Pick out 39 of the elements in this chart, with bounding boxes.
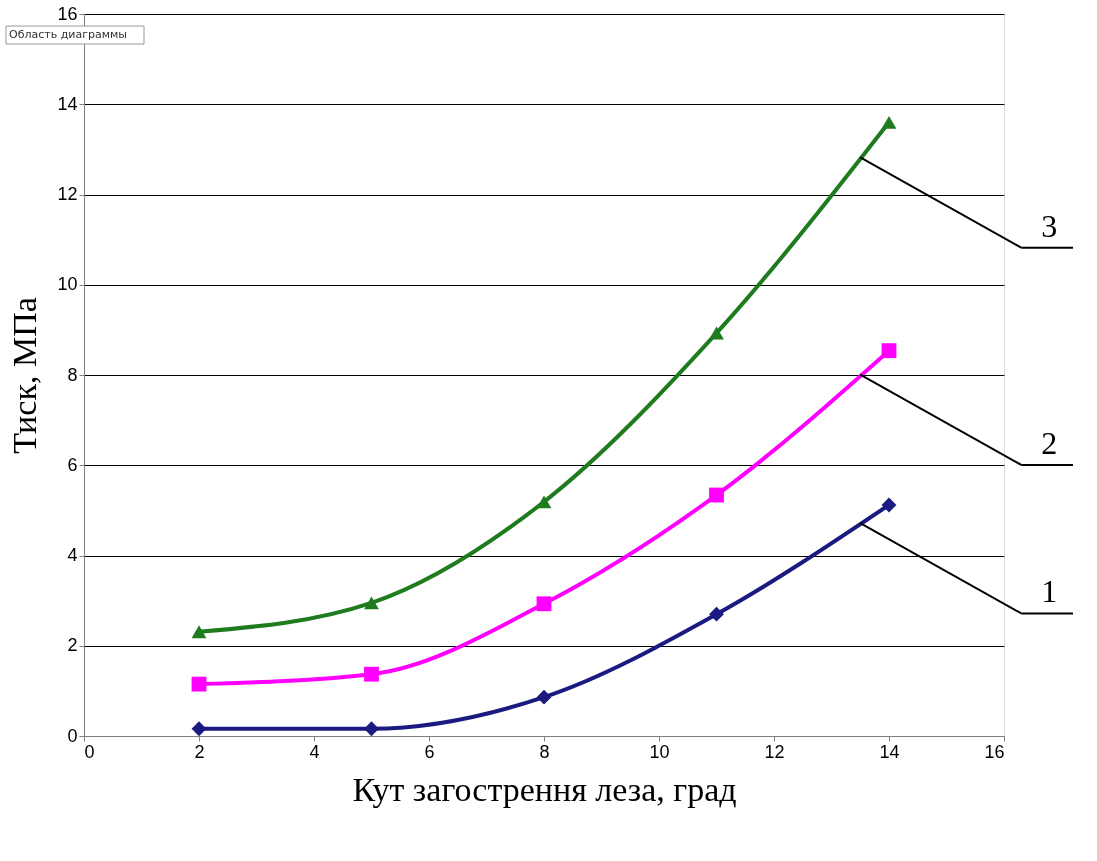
point xyxy=(191,676,207,692)
point xyxy=(536,495,552,509)
annotation: Область диаграммы xyxy=(9,28,127,41)
point xyxy=(536,596,552,612)
y-tick-label: 2 xyxy=(67,635,78,656)
x-tick-label: 12 xyxy=(764,741,785,762)
y-tick-label: 16 xyxy=(57,3,78,24)
y-tick-label: 0 xyxy=(67,725,78,746)
text: 2 xyxy=(1041,424,1058,461)
x-tick-label: 4 xyxy=(309,741,320,762)
x-axis-title: Кут загострення леза, град xyxy=(352,770,737,808)
text: 3 xyxy=(1041,207,1058,244)
point xyxy=(881,497,897,513)
point xyxy=(709,326,724,340)
point xyxy=(191,721,207,737)
y-tick-label: 12 xyxy=(57,184,78,204)
y-tick-label: 8 xyxy=(67,364,78,385)
point xyxy=(709,606,724,622)
y-tick-label: 10 xyxy=(57,274,78,295)
x-tick-label: 14 xyxy=(879,741,900,762)
y-tick-label: 6 xyxy=(67,454,78,475)
x-tick-label: 8 xyxy=(539,741,550,762)
x-tick-label: 2 xyxy=(194,741,205,762)
point xyxy=(364,666,379,682)
point xyxy=(364,721,379,737)
point xyxy=(364,596,379,610)
x-tick-label: 10 xyxy=(649,741,670,762)
point xyxy=(881,343,897,359)
x-tick-label: 6 xyxy=(424,741,435,762)
point xyxy=(709,487,724,503)
y-tick-label: 4 xyxy=(67,545,78,565)
point xyxy=(191,625,207,639)
x-tick-label: 0 xyxy=(84,741,95,762)
point xyxy=(881,115,897,129)
text: 1 xyxy=(1041,573,1058,610)
point xyxy=(536,689,552,705)
y-tick-label: 14 xyxy=(57,93,78,114)
x-tick-label: 16 xyxy=(984,741,1005,762)
y-axis-title: Тиск, МПа xyxy=(6,297,44,454)
